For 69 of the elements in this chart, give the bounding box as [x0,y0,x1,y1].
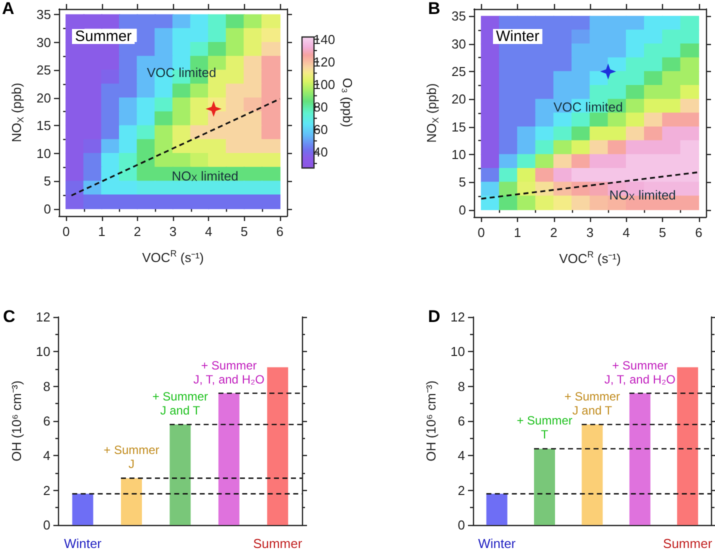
color-bar-label: 100 [313,76,336,92]
annotation: NOX limited [609,187,676,202]
y-tick-label: 20 [36,90,51,106]
x-tick-label: Winter [478,536,516,550]
y-tick-label: 0 [458,518,465,532]
y-tick-label: 10 [452,146,466,162]
chart-title: C [3,307,16,326]
y-tick-label: 25 [36,62,51,78]
x-tick-label: 2 [550,225,558,240]
y-axis-title: OH (10⁶ cm⁻³) [9,380,24,462]
y-tick-label: 20 [452,92,466,107]
y-tick-label: 35 [452,8,466,24]
color-bar-label: 140 [313,32,336,47]
y-tick-label: 4 [43,448,50,464]
y-tick-label: 10 [36,146,51,161]
x-tick-label: 4 [622,225,630,240]
y-tick-label: 10 [450,344,465,360]
annotation: NOX limited [172,168,238,184]
series-label: + Summer J, T, and H₂O [193,358,264,386]
y-tick-label: 8 [458,378,465,394]
y-axis-title: NOX (ppb) [424,83,440,143]
y-tick-label: 0 [43,518,50,532]
y-tick-label: 30 [36,34,51,50]
text: Winter [496,28,540,45]
y-tick-label: 2 [458,482,465,498]
y-tick-label: 15 [452,119,466,134]
y-axis-title: OH (10⁶ cm⁻³) [424,380,439,462]
x-tick-label: Winter [64,536,102,550]
y-tick-label: 6 [43,414,50,428]
y-tick-label: 10 [36,344,50,360]
x-tick-label: 4 [205,224,212,239]
x-tick-label: 1 [98,224,106,239]
chart-title: A [2,0,14,18]
color-bar-label: 120 [313,54,336,70]
y-tick-label: 5 [458,174,466,190]
y-axis-title: NOX (ppb) [9,82,26,142]
y-tick-label: 6 [458,414,465,428]
x-tick-label: 0 [478,225,485,240]
y-tick-label: 35 [36,7,51,22]
color-bar-title: O₃ (ppb) [340,78,355,128]
y-tick-label: 2 [43,482,50,498]
x-tick-label: 1 [514,225,522,240]
y-tick-label: 4 [458,448,465,464]
y-tick-label: 5 [44,174,51,189]
x-tick-label: Summer [663,536,713,550]
y-tick-label: 15 [36,118,51,134]
y-tick-label: 0 [44,201,51,216]
annotation: VOC limited [554,99,623,114]
x-tick-label: 0 [62,224,70,239]
series-label: + Summer J, T, and H₂O [604,358,676,386]
chart-title: D [428,307,440,326]
x-tick-label: 3 [169,224,177,239]
y-tick-label: 25 [452,64,466,80]
y-tick-label: 12 [36,310,50,324]
x-tick-label: 6 [695,225,702,240]
x-tick-label: 3 [586,225,594,240]
y-tick-label: 30 [452,36,466,52]
text: Summer [75,28,132,45]
x-tick-label: 5 [240,224,248,239]
series-label: + Summer J [104,443,160,472]
x-tick-label: 5 [658,225,666,240]
x-tick-label: 6 [276,224,284,239]
x-tick-label: 2 [134,224,141,239]
x-tick-label: Summer [253,536,303,550]
y-tick-label: 12 [450,310,465,324]
series-label: + Summer J and T [152,389,208,418]
y-tick-label: 8 [43,378,50,394]
chart-title: B [428,0,440,18]
y-tick-label: 0 [458,202,466,218]
